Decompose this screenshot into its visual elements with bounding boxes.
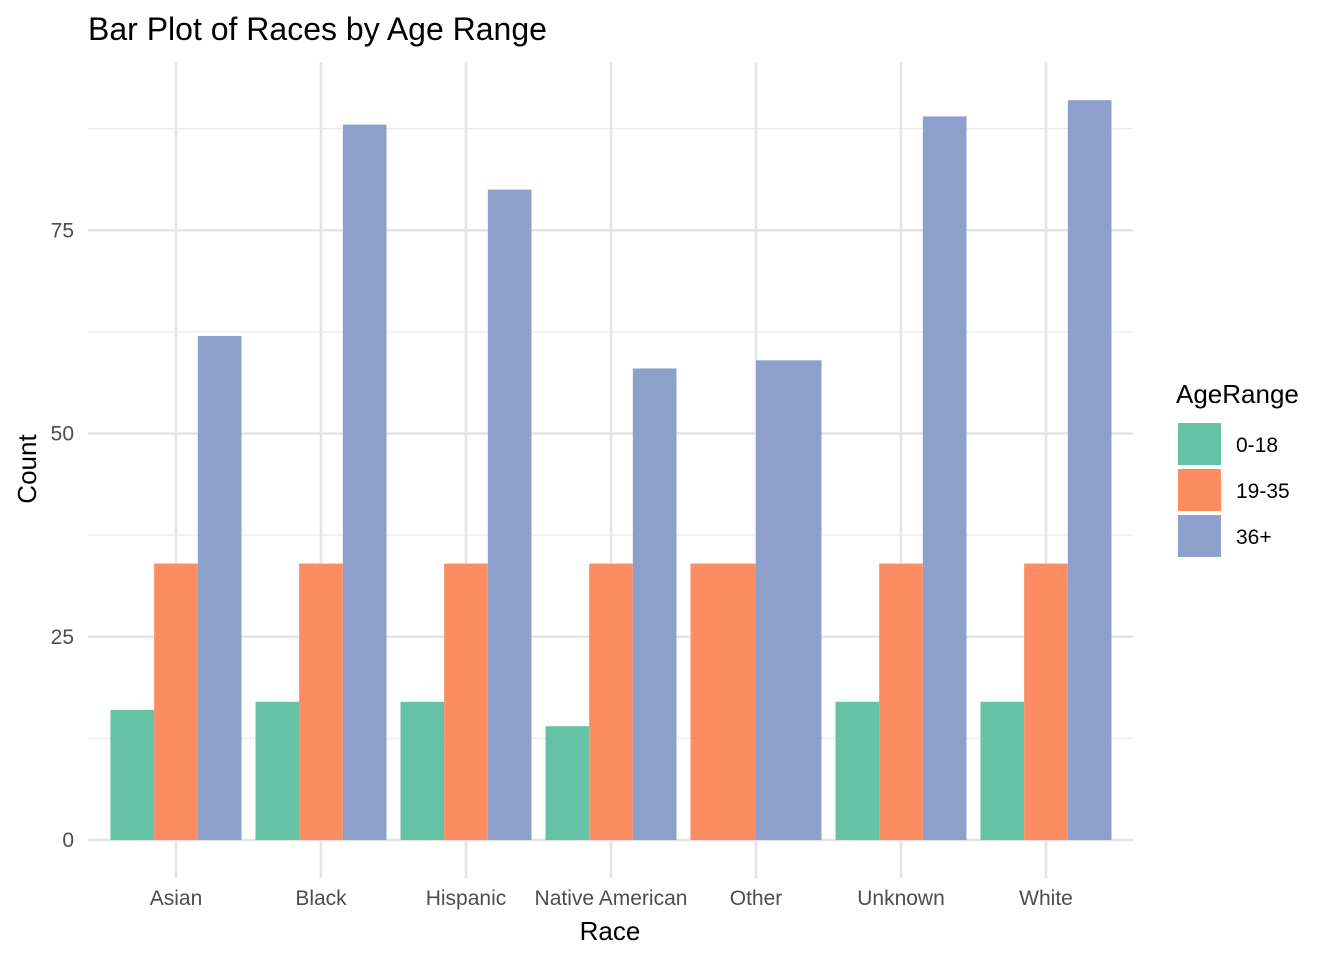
x-tick-label: Unknown bbox=[857, 887, 945, 910]
bar-white-36+ bbox=[1067, 100, 1112, 841]
bar-black-0-18 bbox=[255, 701, 300, 840]
x-tick-label: Other bbox=[730, 887, 783, 910]
legend-label: 36+ bbox=[1236, 526, 1272, 549]
y-axis-title: Count bbox=[12, 434, 42, 504]
bar-native-american-0-18 bbox=[545, 726, 590, 840]
bar-other-36+ bbox=[756, 360, 822, 840]
y-tick-label: 25 bbox=[51, 626, 74, 649]
legend-swatch bbox=[1178, 515, 1221, 557]
x-tick-label: Native American bbox=[535, 887, 688, 910]
x-tick-label: Hispanic bbox=[426, 887, 507, 910]
y-tick-label: 50 bbox=[51, 423, 74, 446]
legend-label: 0-18 bbox=[1236, 434, 1278, 457]
x-tick-label: Black bbox=[295, 887, 347, 910]
legend-swatch bbox=[1178, 423, 1221, 465]
legend: AgeRange 0-18 19-35 36+ bbox=[1176, 379, 1299, 557]
bar-native-american-19-35 bbox=[589, 563, 633, 840]
x-tick-label: Asian bbox=[150, 887, 203, 910]
y-tick-label: 0 bbox=[62, 829, 74, 852]
chart-title: Bar Plot of Races by Age Range bbox=[88, 11, 547, 47]
legend-title: AgeRange bbox=[1176, 379, 1299, 409]
bar-asian-36+ bbox=[197, 335, 242, 840]
bar-hispanic-0-18 bbox=[400, 701, 445, 840]
bar-white-19-35 bbox=[1024, 563, 1068, 840]
x-tick-label: White bbox=[1019, 887, 1073, 910]
bar-unknown-19-35 bbox=[879, 563, 923, 840]
bar-native-american-36+ bbox=[632, 368, 677, 840]
bar-black-19-35 bbox=[299, 563, 343, 840]
bar-unknown-0-18 bbox=[835, 701, 880, 840]
legend-swatch bbox=[1178, 469, 1221, 511]
bar-asian-0-18 bbox=[110, 709, 155, 840]
y-tick-label: 75 bbox=[51, 219, 74, 242]
bar-unknown-36+ bbox=[922, 116, 967, 841]
bar-hispanic-19-35 bbox=[444, 563, 488, 840]
bars-layer bbox=[110, 100, 1112, 841]
legend-label: 19-35 bbox=[1236, 480, 1290, 503]
bar-other-19-35 bbox=[690, 563, 756, 840]
x-axis-title: Race bbox=[580, 916, 641, 946]
bar-asian-19-35 bbox=[154, 563, 198, 840]
bar-hispanic-36+ bbox=[487, 189, 532, 841]
legend-items: 0-18 19-35 36+ bbox=[1178, 423, 1290, 557]
bar-white-0-18 bbox=[980, 701, 1025, 840]
ticks-layer: 0 25 50 75 Asian Black Hispanic Native American… bbox=[51, 219, 1073, 910]
bar-black-36+ bbox=[342, 124, 387, 840]
